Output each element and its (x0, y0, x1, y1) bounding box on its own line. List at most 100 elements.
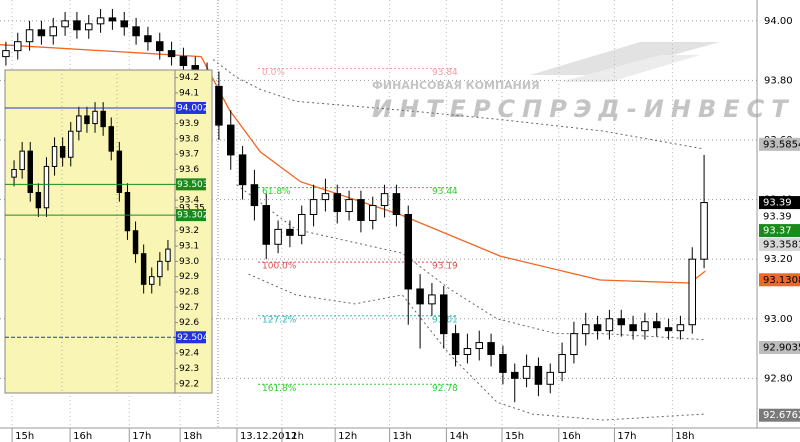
candle-body (392, 193, 401, 215)
candle-body (11, 169, 17, 178)
candle-body (629, 324, 637, 332)
price-tag-label: 93.39 (763, 212, 792, 223)
candle-body (534, 365, 543, 385)
candle-body (73, 20, 81, 31)
logo (560, 55, 700, 82)
x-tick-label: 15h (505, 431, 524, 442)
x-tick-label: 18h (675, 431, 694, 442)
fib-percent: 161.8% (262, 384, 297, 394)
x-tick-label: 13h (393, 431, 412, 442)
candle-body (286, 228, 294, 236)
price-tag-label: 93.3581 (763, 240, 800, 251)
x-tick-label: 17h (132, 431, 151, 442)
x-tick-label: 18h (183, 431, 202, 442)
price-tag (759, 210, 800, 224)
y-tick-label: 93.00 (764, 314, 793, 325)
candle-body (641, 321, 649, 332)
fib-percent: 0.0% (262, 68, 285, 78)
candle-body (700, 202, 708, 260)
fib-price: 92.78 (432, 384, 458, 394)
candle-body (238, 154, 247, 186)
inset-tag (176, 331, 206, 344)
price-tag-label: 93.37 (763, 226, 792, 237)
x-tick-label: 15h (15, 431, 34, 442)
candle-body (43, 165, 50, 209)
price-tag (759, 273, 800, 287)
candle-body (25, 29, 34, 43)
candle-body (116, 150, 123, 193)
price-tag (759, 408, 800, 422)
candle-body (380, 193, 389, 207)
watermark-text: ФИНАНСОВАЯ КОМПАНИЯ (372, 79, 540, 92)
candle-body (558, 354, 566, 373)
candle-body (68, 130, 74, 158)
candle-body (688, 258, 697, 326)
candle-body (59, 146, 66, 158)
candle-body (51, 146, 58, 167)
candle-body (61, 20, 69, 28)
inset-tick-label: 92.4 (179, 349, 199, 359)
candle-body (581, 324, 590, 335)
candle-body (165, 248, 171, 262)
candle-body (522, 365, 531, 379)
candle-body (84, 23, 93, 31)
inset-tick-label: 93.4 (179, 196, 199, 206)
inset-tick-label: 92.9 (179, 272, 199, 282)
price-tag-label: 92.6762 (763, 410, 800, 421)
candle-body (92, 110, 98, 125)
candle-body (487, 342, 495, 356)
candle-body (140, 253, 147, 285)
inset-tick-label: 94.2 (179, 73, 199, 83)
candle-body (13, 41, 22, 52)
candle-body (76, 115, 82, 132)
price-tag (759, 341, 800, 355)
candle-body (132, 26, 140, 37)
candle-body (250, 184, 259, 207)
x-tick-label: 16h (562, 431, 581, 442)
inset-tick-label: 93.9 (179, 119, 199, 129)
candle-body (570, 333, 578, 356)
candle-body (274, 228, 282, 245)
inset-tick-label: 92.7 (179, 303, 199, 313)
indicator-line (236, 184, 705, 341)
candle-body (35, 191, 42, 209)
candle-body (167, 50, 176, 58)
inset-tick-label: 94.1 (179, 88, 199, 98)
candle-body (120, 20, 129, 28)
inset-tick-label: 93.6 (179, 165, 199, 175)
candle-body (510, 371, 519, 379)
fib-percent: 61.8% (262, 187, 291, 197)
candle-body (19, 150, 25, 171)
inset-tag (176, 101, 206, 114)
inset-tick-label: 93.0 (179, 257, 199, 267)
candle-body (546, 371, 555, 385)
y-tick-label: 93.80 (764, 75, 793, 86)
logo (530, 42, 720, 75)
price-tag (759, 196, 800, 210)
candle-body (49, 26, 58, 37)
candle-body (321, 193, 330, 201)
candle-body (108, 126, 114, 152)
inset: 94.2 94.1 93.9 93.8 93.7 93.6 93.493.35 93.2 93.… (4, 69, 213, 394)
inset-tick-label: 93.35 (179, 203, 205, 213)
y-tick-label: 94.00 (764, 16, 793, 27)
fib-price: 93.84 (432, 68, 458, 78)
price-tag-label: 93.1308 (763, 275, 800, 286)
inset-tick-label: 93.2 (179, 226, 199, 236)
inset-tick-label: 92.2 (179, 379, 199, 389)
price-tag-label: 93.5854 (763, 139, 800, 150)
candle-body (226, 124, 235, 156)
inset-tag-label: 93.503 (177, 180, 209, 190)
candle-body (149, 276, 155, 285)
candle-body (416, 288, 424, 305)
price-tag-label: 92.9035 (763, 343, 800, 354)
candle-body (84, 115, 90, 125)
price-tag (759, 238, 800, 252)
inset-tag-label: 92.504 (177, 333, 209, 343)
candle-body (37, 29, 46, 37)
inset-tick-label: 93.1 (179, 242, 199, 252)
x-tick-label: 16h (73, 431, 92, 442)
fib-price: 93.19 (432, 262, 458, 272)
candle-body (605, 318, 614, 332)
